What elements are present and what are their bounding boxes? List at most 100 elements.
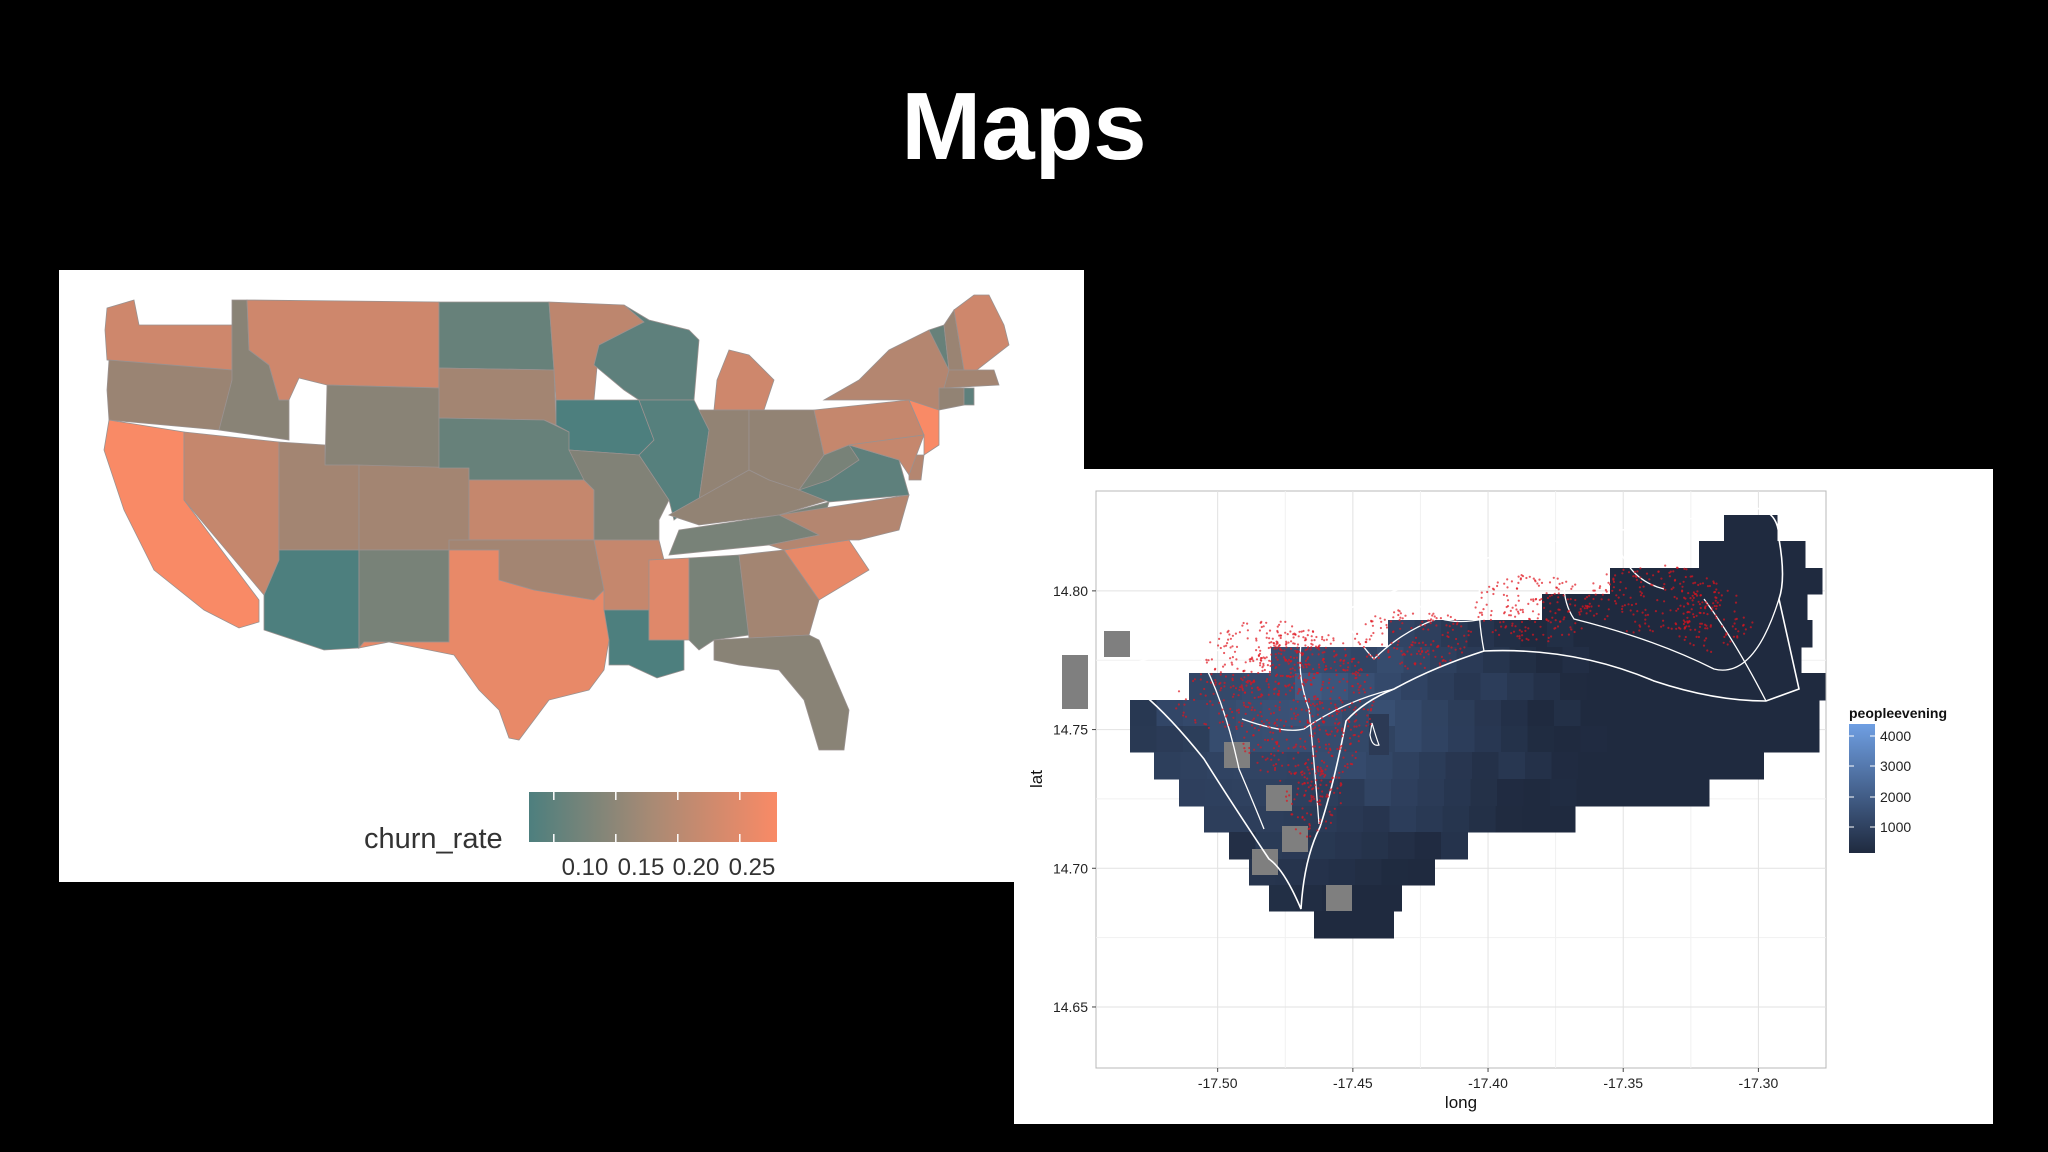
people-point: [1309, 734, 1312, 737]
density-tile: [1663, 568, 1690, 595]
people-point: [1257, 696, 1260, 699]
people-point: [1372, 631, 1375, 635]
density-tile: [1442, 806, 1470, 833]
people-point: [1521, 611, 1525, 614]
people-point: [1289, 671, 1292, 674]
people-point: [1259, 695, 1262, 698]
people-point: [1177, 703, 1180, 706]
people-point: [1293, 669, 1296, 672]
people-point: [1222, 665, 1225, 668]
people-point: [1285, 642, 1288, 645]
people-point: [1357, 740, 1360, 743]
people-point: [1268, 641, 1271, 644]
people-point: [1683, 638, 1686, 641]
people-point: [1518, 635, 1521, 638]
people-point: [1706, 613, 1709, 616]
people-point: [1702, 644, 1706, 647]
people-point: [1304, 740, 1307, 743]
people-point: [1268, 659, 1271, 662]
people-point: [1310, 646, 1313, 649]
people-point: [1319, 766, 1322, 769]
people-point: [1735, 617, 1738, 620]
people-point: [1256, 761, 1259, 764]
people-point: [1333, 650, 1336, 653]
people-point: [1240, 677, 1243, 680]
people-point: [1625, 630, 1628, 633]
people-point: [1257, 671, 1260, 675]
people-point: [1399, 627, 1402, 630]
people-point: [1259, 746, 1262, 749]
people-point: [1183, 703, 1186, 706]
people-point: [1354, 706, 1357, 709]
people-point: [1502, 593, 1505, 596]
density-tile: [1180, 752, 1208, 780]
people-point: [1335, 712, 1339, 715]
people-point: [1296, 692, 1299, 695]
people-point: [1245, 730, 1249, 733]
people-point: [1574, 604, 1577, 607]
people-point: [1474, 606, 1477, 609]
people-point: [1682, 622, 1685, 626]
people-point: [1554, 626, 1557, 630]
people-point: [1549, 610, 1552, 613]
state-az: [263, 549, 360, 651]
people-point: [1612, 586, 1615, 589]
people-point: [1257, 729, 1260, 732]
people-point: [1205, 661, 1208, 664]
people-point: [1233, 650, 1237, 653]
density-tile: [1780, 594, 1808, 621]
people-point: [1683, 627, 1686, 630]
people-point: [1224, 675, 1227, 678]
people-point: [1328, 708, 1331, 711]
people-point: [1311, 643, 1314, 646]
state-fl: [713, 634, 850, 751]
people-point: [1321, 683, 1324, 686]
people-point: [1316, 800, 1319, 803]
people-point: [1265, 719, 1269, 722]
people-point: [1715, 596, 1718, 599]
people-point: [1293, 682, 1296, 685]
density-tile: [1613, 673, 1640, 701]
people-point: [1318, 800, 1321, 803]
people-point: [1349, 742, 1352, 745]
people-point: [1586, 607, 1589, 610]
people-point: [1231, 645, 1234, 648]
people-point: [1275, 640, 1278, 643]
people-point: [1294, 745, 1297, 748]
people-point: [1246, 637, 1249, 640]
people-point: [1448, 625, 1451, 628]
density-tile: [1416, 806, 1443, 833]
people-point: [1547, 636, 1550, 639]
density-tile: [1392, 752, 1420, 780]
people-point: [1253, 727, 1256, 730]
people-point: [1273, 692, 1276, 695]
people-point: [1284, 693, 1287, 696]
people-point: [1304, 649, 1307, 652]
people-point: [1524, 629, 1527, 632]
people-point: [1692, 596, 1695, 599]
people-point: [1251, 706, 1254, 709]
people-point: [1682, 605, 1686, 608]
people-point: [1307, 629, 1310, 632]
people-point: [1335, 653, 1338, 656]
people-point: [1517, 599, 1520, 602]
people-point: [1321, 720, 1324, 723]
people-point: [1588, 602, 1591, 605]
people-point: [1293, 632, 1296, 635]
people-point: [1321, 638, 1324, 641]
people-point: [1260, 715, 1263, 718]
people-point: [1704, 627, 1707, 630]
people-point: [1358, 691, 1361, 694]
density-tile: [1629, 779, 1657, 807]
churn-tick-label-3: 0.25: [729, 854, 776, 881]
people-point: [1709, 625, 1712, 628]
people-point: [1511, 624, 1514, 627]
people-point: [1644, 608, 1647, 611]
density-tile: [1550, 779, 1577, 807]
people-point: [1199, 673, 1203, 676]
people-point: [1632, 575, 1635, 578]
people-point: [1356, 632, 1359, 635]
people-point: [1308, 722, 1311, 725]
density-tile: [1527, 700, 1555, 727]
people-point: [1371, 624, 1374, 627]
